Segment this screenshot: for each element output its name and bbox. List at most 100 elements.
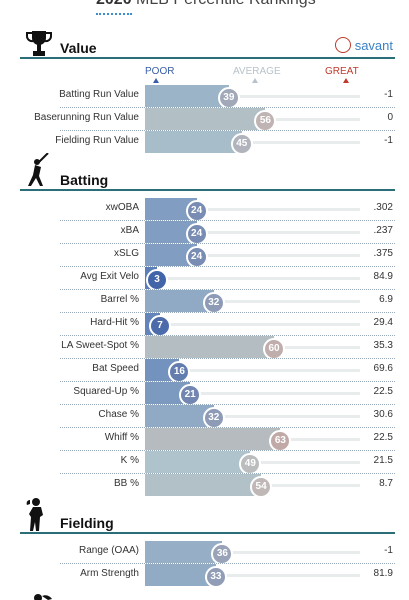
percentile-bar xyxy=(145,541,223,563)
baseball-icon xyxy=(334,37,351,53)
percentile-badge: 32 xyxy=(202,407,225,429)
metric-row[interactable]: Bat Speed 16 69.6 xyxy=(0,359,409,383)
metric-value: 22.5 xyxy=(373,386,393,397)
metric-row[interactable]: Barrel % 32 6.9 xyxy=(0,290,409,314)
percentile-badge: 3 xyxy=(146,269,168,291)
metric-label: xSLG xyxy=(113,248,139,259)
metric-value: 84.9 xyxy=(373,271,393,282)
metric-row[interactable]: Squared-Up % 21 22.5 xyxy=(0,382,409,406)
percentile-track xyxy=(145,392,360,395)
metric-row[interactable]: Avg Exit Velo 3 84.9 xyxy=(0,267,409,291)
percentile-track xyxy=(145,300,360,303)
metric-row[interactable]: xSLG 24 .375 xyxy=(0,244,409,268)
metric-label: LA Sweet-Spot % xyxy=(61,340,139,351)
metric-label: Squared-Up % xyxy=(73,386,139,397)
metric-row[interactable]: xwOBA 24 .302 xyxy=(0,198,409,222)
section-title-value: Value xyxy=(60,40,97,56)
metric-label: Barrel % xyxy=(100,294,139,305)
metric-label: Baserunning Run Value xyxy=(34,112,139,123)
metric-label: Fielding Run Value xyxy=(55,135,139,146)
percentile-bar xyxy=(145,244,197,266)
metric-label: K % xyxy=(120,455,139,466)
percentile-bar-area: 45 xyxy=(145,131,360,155)
row-divider xyxy=(60,312,395,313)
metric-row[interactable]: Baserunning Run Value 56 0 xyxy=(0,108,409,132)
section-title-batting: Batting xyxy=(60,172,109,188)
metric-row[interactable]: Chase % 32 30.6 xyxy=(0,405,409,429)
percentile-badge: 24 xyxy=(185,200,208,222)
fielder-icon xyxy=(24,496,54,532)
section-header-value: Value savant xyxy=(0,29,409,59)
percentile-bar xyxy=(145,451,251,473)
percentile-bar xyxy=(145,405,214,427)
metric-value: 21.5 xyxy=(373,455,393,466)
percentile-bar xyxy=(145,428,281,450)
percentile-track xyxy=(145,254,360,257)
metric-row[interactable]: BB % 54 8.7 xyxy=(0,474,409,498)
percentile-badge: 7 xyxy=(149,315,172,337)
pitching-icon xyxy=(30,592,54,600)
percentile-bar-area: 39 xyxy=(145,85,360,109)
metric-row[interactable]: Arm Strength 33 81.9 xyxy=(0,564,409,588)
percentile-scale: POOR AVERAGE GREAT xyxy=(145,66,360,84)
percentile-badge: 45 xyxy=(230,133,253,155)
percentile-badge: 33 xyxy=(204,566,227,588)
metric-row[interactable]: Batting Run Value 39 -1 xyxy=(0,85,409,109)
metric-label: xwOBA xyxy=(105,202,139,213)
section-header-batting: Batting xyxy=(0,152,409,191)
metric-label: Avg Exit Velo xyxy=(80,271,139,282)
percentile-track xyxy=(145,369,360,372)
metric-row[interactable]: Whiff % 63 22.5 xyxy=(0,428,409,452)
percentile-bar xyxy=(145,108,266,130)
row-divider xyxy=(60,220,395,221)
percentile-track xyxy=(145,323,360,326)
scale-average-marker xyxy=(252,78,258,83)
percentile-badge: 39 xyxy=(217,87,240,109)
metric-row[interactable]: LA Sweet-Spot % 60 35.3 xyxy=(0,336,409,360)
section-rule xyxy=(20,532,395,534)
metric-label: Bat Speed xyxy=(92,363,139,374)
percentile-badge: 21 xyxy=(179,384,202,406)
percentile-track xyxy=(145,277,360,280)
percentile-bar-area: 7 xyxy=(145,313,360,337)
savant-link[interactable]: savant xyxy=(334,37,393,53)
percentile-bar-area: 16 xyxy=(145,359,360,383)
row-divider xyxy=(60,335,395,336)
batter-icon xyxy=(24,152,54,189)
metric-value: 69.6 xyxy=(373,363,393,374)
percentile-bar xyxy=(145,198,197,220)
metric-row[interactable]: Range (OAA) 36 -1 xyxy=(0,541,409,565)
percentile-badge: 36 xyxy=(211,543,234,565)
metric-row[interactable]: Hard-Hit % 7 29.4 xyxy=(0,313,409,337)
metric-label: xBA xyxy=(120,225,139,236)
percentile-bar-area: 24 xyxy=(145,198,360,222)
percentile-bar-area: 56 xyxy=(145,108,360,132)
row-divider xyxy=(60,358,395,359)
section-title-fielding: Fielding xyxy=(60,515,114,531)
row-divider xyxy=(60,473,395,474)
metric-row[interactable]: xBA 24 .237 xyxy=(0,221,409,245)
metric-value: 6.9 xyxy=(379,294,393,305)
scale-great-marker xyxy=(343,78,349,83)
savant-label: savant xyxy=(354,38,393,53)
percentile-badge: 54 xyxy=(250,476,273,498)
section-rule xyxy=(20,57,395,59)
percentile-bar xyxy=(145,564,216,586)
scale-average-label: AVERAGE xyxy=(233,66,281,77)
metric-value: 8.7 xyxy=(379,478,393,489)
metric-label: Whiff % xyxy=(104,432,139,443)
metric-row[interactable]: K % 49 21.5 xyxy=(0,451,409,475)
percentile-bar-area: 33 xyxy=(145,564,360,588)
metric-row[interactable]: Fielding Run Value 45 -1 xyxy=(0,131,409,155)
percentile-bar-area: 63 xyxy=(145,428,360,452)
percentile-bar-area: 21 xyxy=(145,382,360,406)
row-divider xyxy=(60,107,395,108)
title-underline xyxy=(96,13,132,15)
scale-poor-label: POOR xyxy=(145,66,175,77)
metric-label: Batting Run Value xyxy=(59,89,139,100)
row-divider xyxy=(60,563,395,564)
percentile-badge: 24 xyxy=(185,223,208,245)
metric-label: Hard-Hit % xyxy=(90,317,139,328)
row-divider xyxy=(60,427,395,428)
percentile-bar-area: 36 xyxy=(145,541,360,565)
